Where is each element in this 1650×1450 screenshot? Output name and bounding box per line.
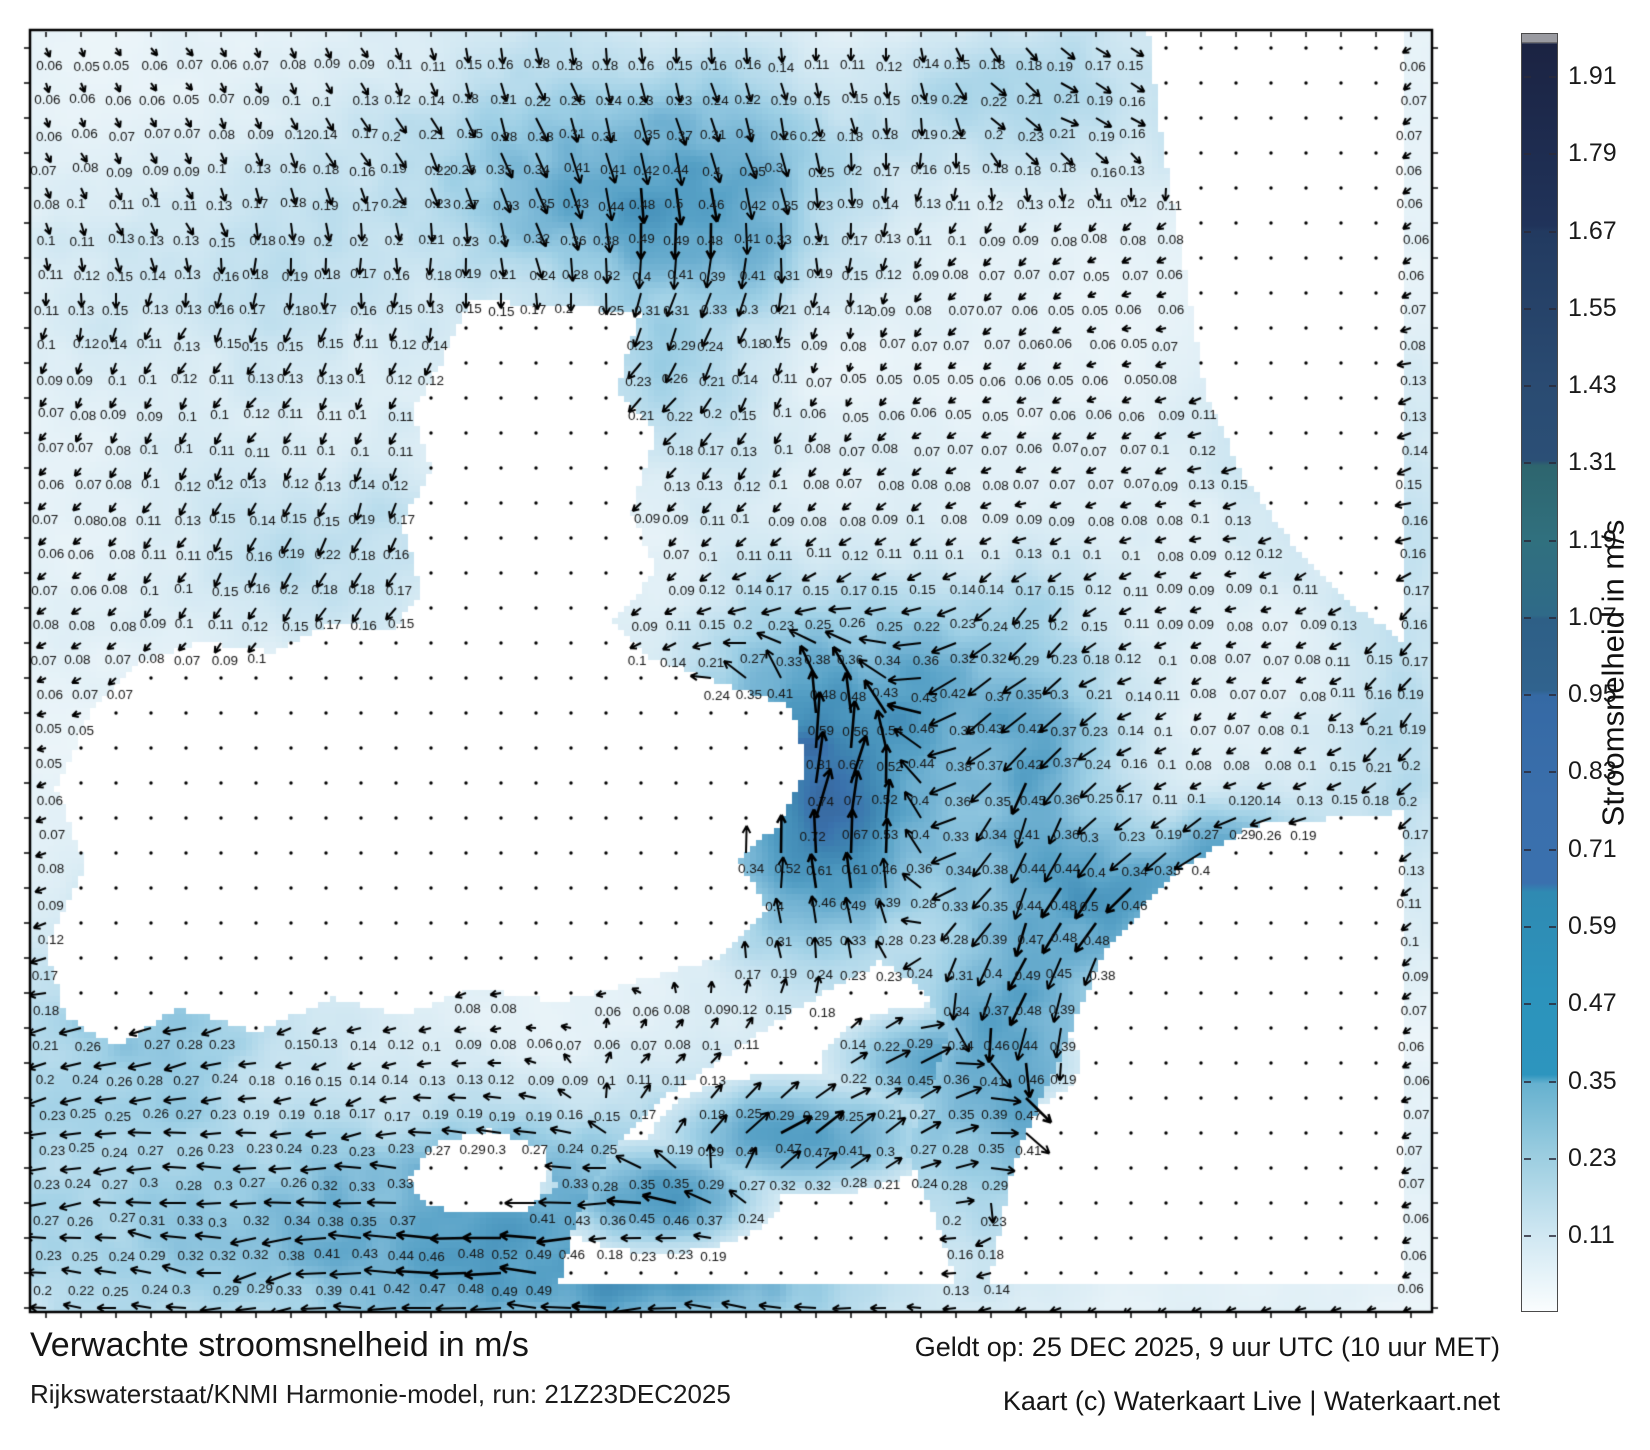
colorbar-tick-mark [1549, 848, 1556, 851]
colorbar-axis-label: Stroomsnelheid in m/s [1595, 519, 1630, 826]
colorbar-tick-mark [1524, 771, 1531, 774]
model-run-subtitle: Rijkswaterstaat/KNMI Harmonie-model, run… [30, 1379, 731, 1409]
valid-time-caption: Geldt op: 25 DEC 2025, 9 uur UTC (10 uur… [914, 1332, 1500, 1362]
colorbar-gradient [1521, 33, 1558, 1312]
colorbar-tick-mark [1549, 1235, 1556, 1238]
colorbar-tick-mark [1524, 230, 1531, 233]
colorbar-tick-mark [1524, 307, 1531, 310]
colorbar-tick-mark [1549, 76, 1556, 78]
colorbar-tick-mark [1549, 694, 1556, 697]
colorbar-tick-mark [1524, 462, 1531, 465]
colorbar-axis-label-wrap: Stroomsnelheid in m/s [1586, 33, 1640, 1312]
colorbar-tick-mark [1524, 1235, 1531, 1238]
colorbar-tick-mark [1524, 1003, 1531, 1006]
colorbar-tick-mark [1524, 153, 1531, 156]
colorbar-tick-mark [1524, 616, 1531, 619]
colorbar-tick-mark [1524, 694, 1531, 697]
colorbar-tick-mark [1524, 1080, 1531, 1083]
colorbar-tick-mark [1549, 230, 1556, 233]
colorbar-tick-mark [1549, 385, 1556, 388]
map-title: Verwachte stroomsnelheid in m/s [30, 1326, 529, 1364]
colorbar-tick-mark [1524, 385, 1531, 388]
colorbar-tick-mark [1549, 153, 1556, 156]
colorbar-tick-mark [1549, 307, 1556, 310]
colorbar-tick-mark [1549, 1003, 1556, 1006]
colorbar-tick-mark [1549, 616, 1556, 619]
colorbar-overflow-cap [1522, 34, 1557, 43]
colorbar-tick-mark [1549, 539, 1556, 542]
colorbar-tick-mark [1549, 462, 1556, 465]
credit-caption: Kaart (c) Waterkaart Live | Waterkaart.n… [1002, 1386, 1500, 1416]
colorbar-tick-mark [1549, 1157, 1556, 1160]
caption-right-block: Geldt op: 25 DEC 2025, 9 uur UTC (10 uur… [780, 1332, 1500, 1417]
colorbar-tick-mark [1549, 1080, 1556, 1083]
colorbar-tick-mark [1549, 771, 1556, 774]
colorbar-tick-mark [1549, 925, 1556, 928]
colorbar-tick-mark [1524, 539, 1531, 542]
colorbar-tick-mark [1524, 925, 1531, 928]
colorbar-tick-mark [1524, 848, 1531, 851]
colorbar-tick-mark [1524, 1157, 1531, 1160]
caption-left-block: Verwachte stroomsnelheid in m/s Rijkswat… [30, 1326, 930, 1410]
colorbar-tick-mark [1524, 76, 1531, 78]
